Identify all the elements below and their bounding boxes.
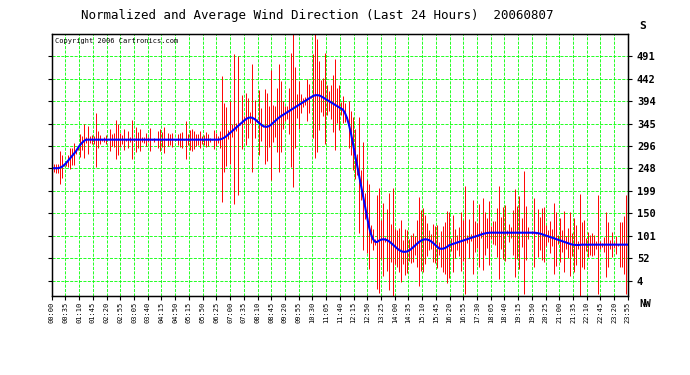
Text: S: S (640, 21, 646, 31)
Text: Copyright 2006 Cartronics.com: Copyright 2006 Cartronics.com (55, 38, 178, 44)
Text: Normalized and Average Wind Direction (Last 24 Hours)  20060807: Normalized and Average Wind Direction (L… (81, 9, 553, 22)
Text: NW: NW (640, 299, 651, 309)
